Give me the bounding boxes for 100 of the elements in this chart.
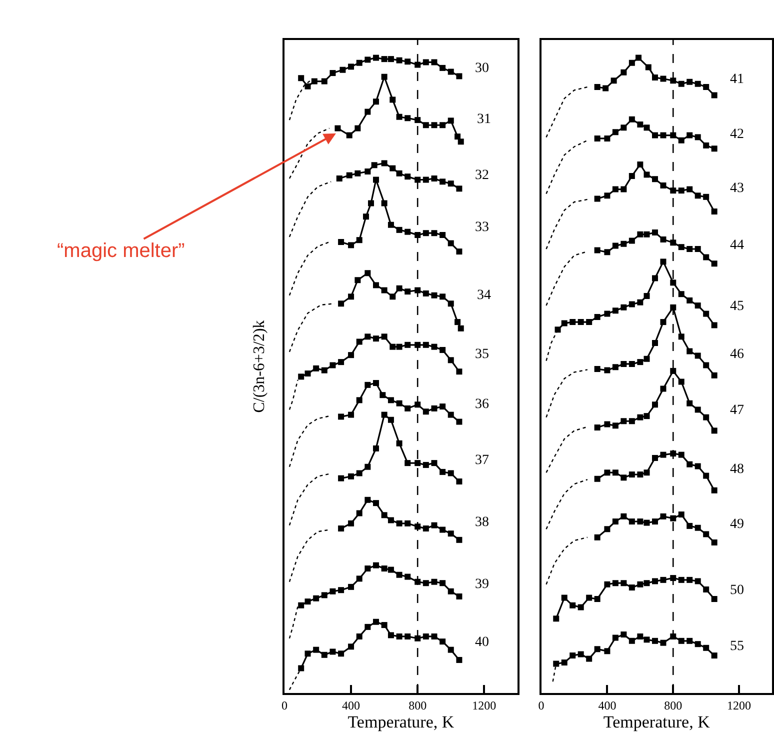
point bbox=[422, 580, 429, 586]
point bbox=[356, 60, 362, 66]
point bbox=[678, 334, 684, 340]
point bbox=[610, 78, 617, 84]
point bbox=[431, 344, 438, 350]
point bbox=[364, 168, 371, 174]
point bbox=[660, 386, 666, 392]
point bbox=[652, 229, 658, 236]
point bbox=[644, 356, 650, 362]
x-tick-label: 800 bbox=[664, 698, 682, 712]
point bbox=[404, 520, 411, 526]
point bbox=[594, 84, 600, 90]
point bbox=[711, 487, 718, 494]
point bbox=[354, 170, 361, 176]
series-label: 41 bbox=[730, 72, 744, 87]
point bbox=[456, 73, 462, 80]
point bbox=[440, 468, 446, 475]
point bbox=[372, 54, 379, 61]
point bbox=[703, 254, 710, 260]
point bbox=[396, 226, 402, 233]
point bbox=[612, 580, 618, 586]
y-axis-title: C/(3n-6+3/2)k bbox=[250, 320, 268, 413]
point bbox=[454, 319, 461, 326]
point bbox=[338, 650, 344, 657]
point bbox=[348, 473, 354, 480]
point bbox=[454, 134, 461, 140]
point bbox=[637, 162, 644, 168]
point bbox=[321, 78, 328, 84]
point bbox=[678, 452, 684, 458]
point bbox=[594, 534, 600, 540]
point bbox=[703, 472, 710, 479]
point bbox=[340, 66, 346, 73]
point bbox=[554, 326, 561, 333]
point bbox=[652, 518, 658, 524]
point bbox=[456, 186, 462, 192]
point bbox=[637, 414, 644, 420]
point bbox=[330, 588, 336, 594]
point bbox=[396, 57, 402, 64]
point bbox=[637, 471, 644, 478]
series-label: 30 bbox=[475, 61, 489, 76]
point bbox=[313, 365, 320, 372]
point bbox=[338, 359, 344, 366]
point bbox=[660, 319, 666, 326]
point bbox=[456, 248, 462, 255]
point bbox=[354, 125, 361, 132]
point bbox=[694, 352, 701, 359]
point bbox=[380, 392, 386, 398]
point bbox=[440, 178, 446, 185]
point bbox=[645, 64, 652, 70]
point bbox=[396, 114, 402, 120]
point bbox=[381, 74, 388, 80]
point bbox=[364, 382, 371, 388]
point bbox=[440, 294, 446, 300]
series-label: 43 bbox=[730, 181, 744, 196]
point bbox=[678, 291, 684, 298]
point bbox=[711, 92, 718, 98]
point bbox=[298, 602, 304, 608]
point bbox=[456, 656, 462, 663]
series-label: 48 bbox=[730, 462, 744, 477]
point bbox=[604, 135, 610, 142]
point bbox=[561, 660, 568, 666]
point bbox=[381, 412, 388, 418]
point bbox=[381, 200, 388, 206]
point bbox=[348, 520, 354, 526]
point bbox=[390, 344, 396, 350]
point bbox=[678, 512, 684, 518]
point bbox=[686, 186, 693, 192]
point bbox=[364, 566, 371, 572]
point bbox=[620, 240, 627, 247]
x-tick-label: 400 bbox=[598, 698, 616, 712]
point bbox=[363, 214, 370, 220]
point bbox=[356, 633, 362, 640]
point bbox=[628, 418, 635, 424]
point bbox=[346, 172, 352, 178]
point bbox=[338, 414, 344, 420]
point bbox=[620, 360, 627, 367]
point bbox=[440, 580, 446, 586]
point bbox=[368, 200, 374, 206]
point bbox=[348, 644, 354, 650]
point bbox=[388, 397, 394, 404]
point bbox=[330, 362, 336, 368]
series-label: 37 bbox=[475, 453, 489, 468]
point bbox=[644, 413, 650, 420]
point bbox=[644, 520, 650, 526]
point bbox=[652, 578, 658, 584]
point bbox=[604, 648, 610, 654]
point bbox=[372, 500, 379, 506]
point bbox=[431, 122, 438, 128]
point bbox=[660, 452, 666, 458]
point bbox=[458, 138, 464, 145]
point bbox=[372, 562, 379, 568]
point bbox=[404, 288, 411, 295]
point bbox=[678, 188, 684, 194]
point bbox=[422, 122, 429, 128]
point bbox=[311, 78, 318, 84]
point bbox=[422, 462, 429, 468]
point bbox=[694, 641, 701, 648]
series-label: 47 bbox=[730, 403, 744, 418]
point bbox=[561, 320, 568, 326]
point bbox=[448, 68, 454, 75]
